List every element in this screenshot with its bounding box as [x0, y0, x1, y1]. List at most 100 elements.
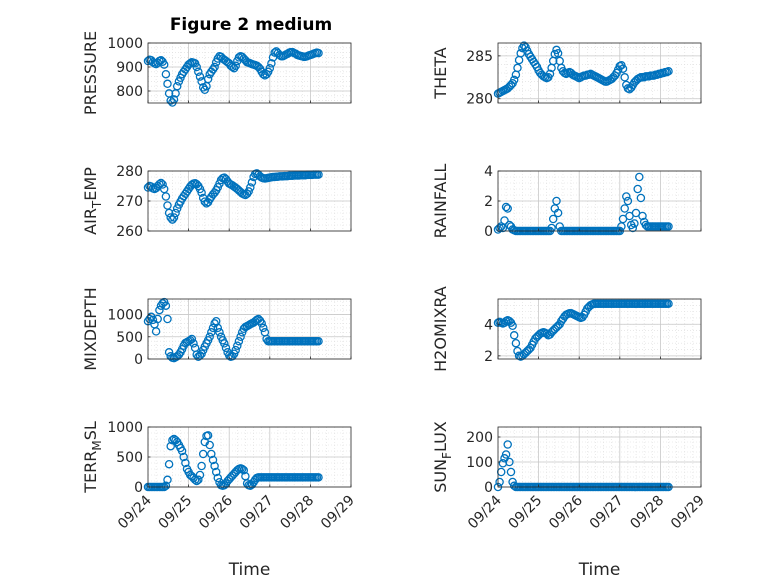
data-point	[163, 79, 172, 89]
y-tick-label: 4	[484, 317, 493, 333]
data-point	[172, 204, 182, 213]
subplot-mixdepth: 0 500 1000 MIXDEPTH	[81, 287, 352, 371]
data-point	[192, 350, 201, 359]
y-tick-label: 500	[116, 450, 143, 466]
data-point	[244, 187, 253, 196]
data-point	[159, 184, 169, 194]
data-point	[161, 192, 171, 201]
data-point	[192, 62, 201, 72]
data-point	[636, 193, 646, 203]
axes-frame	[497, 42, 702, 104]
data-point	[207, 449, 216, 459]
y-tick-label: 900	[116, 60, 143, 76]
data-point	[500, 216, 509, 225]
data-point	[628, 223, 638, 233]
data-point	[314, 48, 323, 58]
y-tick-label: 1000	[107, 420, 143, 436]
y-tick-label: 2	[484, 349, 493, 365]
data-point	[197, 188, 206, 197]
data-point	[265, 63, 275, 73]
data-point	[195, 72, 205, 81]
data-point	[161, 301, 171, 310]
data-point	[213, 323, 223, 333]
y-tick-label: 280	[116, 164, 143, 180]
y-tick-label: 100	[466, 455, 493, 471]
data-point	[163, 314, 172, 324]
data-point	[239, 465, 249, 475]
data-point	[187, 334, 197, 344]
data-point	[234, 336, 244, 346]
y-axis-label: THETA	[431, 47, 450, 99]
data-point	[236, 332, 245, 342]
data-point	[505, 457, 514, 467]
x-axis-label: Time	[228, 560, 271, 580]
data-point	[547, 223, 556, 233]
data-point	[210, 62, 219, 72]
data-point	[213, 473, 223, 483]
data-point	[208, 455, 218, 465]
subplot-pressure: 800 900 1000 PRESSURE	[81, 31, 352, 115]
data-point	[148, 315, 158, 325]
data-point	[620, 73, 629, 82]
data-point	[207, 328, 216, 337]
data-point	[622, 192, 631, 201]
data-point	[552, 196, 561, 206]
y-axis-label: TERRMSL	[81, 421, 104, 494]
data-point	[168, 435, 177, 445]
y-tick-label: 800	[116, 84, 143, 100]
data-point	[153, 314, 162, 324]
data-point	[203, 74, 213, 84]
data-point	[630, 219, 639, 228]
data-point	[267, 59, 276, 68]
data-point	[195, 470, 205, 480]
data-point	[638, 211, 647, 221]
data-point	[161, 481, 171, 491]
data-point	[620, 204, 629, 213]
y-axis-label: PRESSURE	[81, 31, 100, 115]
data-point	[501, 450, 511, 459]
y-tick-label: 4	[484, 164, 493, 180]
data-point	[314, 336, 323, 346]
y-axis-label: MIXDEPTH	[81, 287, 100, 370]
data-point	[145, 314, 154, 324]
data-point	[155, 179, 164, 189]
data-point	[635, 172, 644, 182]
y-tick-label: 0	[484, 480, 493, 496]
data-point	[164, 459, 174, 469]
data-point	[545, 69, 555, 79]
data-point	[208, 323, 218, 333]
subplot-h2omixra: 2 4 H2OMIXRA	[431, 286, 702, 372]
subplot-rainfall: 0 2 4 RAINFALL	[431, 164, 702, 240]
data-point	[237, 464, 247, 474]
y-tick-label: 500	[116, 330, 143, 346]
data-point	[221, 343, 231, 353]
data-point	[181, 458, 190, 468]
data-point	[185, 59, 195, 68]
data-point	[166, 213, 175, 222]
data-point	[259, 69, 268, 79]
data-point	[158, 180, 167, 189]
x-axis-label: Time	[578, 560, 621, 580]
axes-frame	[147, 42, 352, 104]
data-point	[550, 49, 560, 59]
data-point	[155, 305, 164, 315]
data-point	[501, 202, 511, 212]
data-point	[553, 49, 563, 58]
data-point	[495, 477, 504, 487]
y-axis-label: H2OMIXRA	[431, 286, 450, 372]
data-point	[190, 475, 200, 485]
data-point	[203, 431, 213, 440]
data-point	[163, 475, 172, 485]
data-point	[623, 196, 633, 206]
data-point	[194, 67, 203, 77]
data-point	[166, 441, 175, 451]
y-tick-label: 270	[116, 194, 143, 210]
data-point	[171, 208, 180, 218]
y-tick-label: 1000	[107, 308, 143, 324]
data-point	[211, 467, 221, 477]
subplot-theta: 280 285 THETA	[431, 41, 702, 108]
figure-title: Figure 2 medium	[170, 15, 332, 35]
data-point	[205, 332, 214, 342]
axes-frame	[497, 298, 702, 360]
